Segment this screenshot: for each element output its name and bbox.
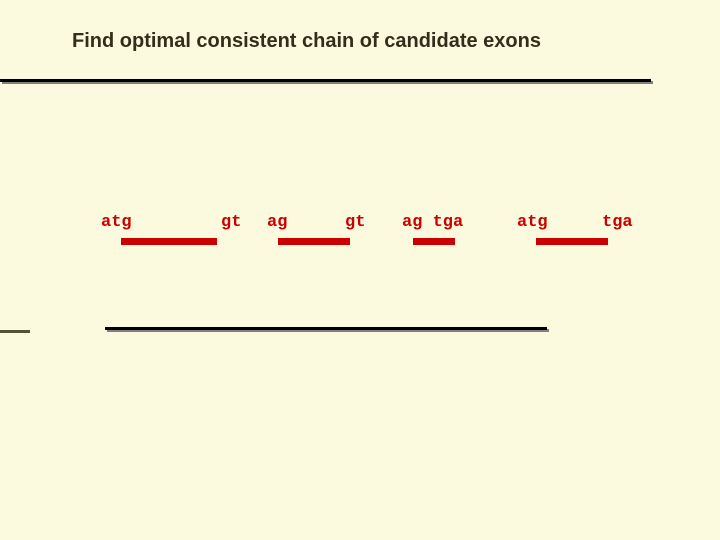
exon-right-label: gt (221, 213, 241, 232)
title-underline (0, 79, 651, 82)
gene-segment-line (105, 327, 547, 330)
exon-bar (413, 238, 455, 245)
exon-bar (121, 238, 217, 245)
exon-right-label: gt (345, 213, 365, 232)
exon-left-label: ag (267, 213, 287, 232)
exon-left-label: ag tga (402, 213, 463, 232)
slide-canvas: Find optimal consistent chain of candida… (0, 0, 720, 540)
exon-bar (278, 238, 350, 245)
exon-left-label: atg (101, 213, 132, 232)
slide-title: Find optimal consistent chain of candida… (72, 30, 541, 53)
left-axis-tick (0, 330, 30, 333)
exon-left-label: atg (517, 213, 548, 232)
exon-right-label: tga (602, 213, 633, 232)
exon-bar (536, 238, 608, 245)
